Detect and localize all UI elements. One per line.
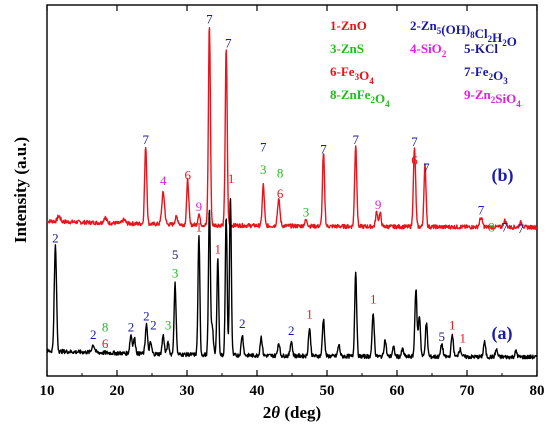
peak-label: 7 — [352, 132, 359, 147]
peak-label: 1 — [215, 242, 222, 257]
peak-label: 1 — [196, 219, 203, 234]
legend-entry: 4-SiO2 — [410, 41, 447, 59]
peak-label: 6 — [411, 153, 418, 168]
peak-label: 1 — [460, 331, 467, 346]
peak-label: 2 — [90, 327, 97, 342]
legend-entry: 6-Fe3O4 — [330, 64, 374, 86]
peak-label: 2 — [143, 308, 150, 323]
x-tick-label: 50 — [320, 383, 335, 399]
peak-label: 8 — [277, 166, 284, 181]
peak-label: 7 — [518, 221, 525, 236]
sample-label: (a) — [492, 323, 513, 344]
peak-label: 2 — [52, 230, 59, 245]
peak-label: 9 — [196, 199, 203, 214]
peak-label: 7 — [423, 160, 430, 175]
peak-label: 3 — [172, 266, 179, 281]
peak-label: 7 — [260, 140, 267, 155]
peak-label: 4 — [160, 173, 167, 188]
peak-label: 6 — [102, 336, 109, 351]
sample-labels: (b) (a) — [492, 165, 514, 344]
peak-label: 6 — [184, 167, 191, 182]
peak-label: 1 — [449, 318, 456, 333]
peak-label: 5 — [172, 247, 179, 262]
peak-label: 7 — [206, 12, 213, 27]
x-axis-title: 2θ (deg) — [263, 403, 321, 422]
peak-label: 1 — [306, 306, 313, 321]
peak-label: 7 — [142, 132, 149, 147]
x-tick-label: 20 — [110, 383, 125, 399]
legend-entry: 5-KCl — [464, 41, 498, 56]
y-axis-title: Intensity (a.u.) — [11, 137, 30, 243]
legend-entry: 2-Zn5(OH)8Cl2H2O — [410, 18, 517, 49]
peak-label: 2 — [128, 319, 135, 334]
x-tick-label: 40 — [250, 383, 265, 399]
peak-label: 2 — [288, 323, 295, 338]
legend-entry: 7-Fe2O3 — [464, 64, 508, 86]
peak-label: 1 — [228, 171, 235, 186]
legend: 1-ZnO 2-Zn5(OH)8Cl2H2O 3-ZnS 4-SiO2 5-KCl 6-F… — [330, 18, 521, 109]
peak-label: 3 — [260, 162, 267, 177]
peak-label: 3 — [165, 318, 172, 333]
plot-frame — [46, 4, 538, 377]
peak-label: 2 — [150, 318, 157, 333]
series-line — [46, 27, 538, 230]
peak-label: 8 — [102, 319, 109, 334]
x-tick-label: 70 — [460, 383, 475, 399]
peak-label: 7 — [320, 141, 327, 156]
x-tick-label: 30 — [180, 383, 195, 399]
legend-entry: 9-Zn2SiO4 — [464, 87, 521, 109]
peak-label: 5 — [439, 329, 446, 344]
peak-label: 7 — [478, 203, 485, 218]
x-tick-label: 10 — [40, 383, 55, 399]
legend-entry: 8-ZnFe2O4 — [330, 87, 390, 109]
peak-label: 9 — [375, 197, 382, 212]
peak-label: 8 — [488, 219, 495, 234]
peak-label: 2 — [239, 316, 246, 331]
sample-label: (b) — [492, 165, 514, 186]
peak-label: 6 — [277, 186, 284, 201]
legend-entry: 3-ZnS — [330, 41, 364, 56]
series-line — [46, 198, 538, 360]
legend-entry: 1-ZnO — [330, 18, 367, 33]
peak-label: 7 — [225, 36, 232, 51]
x-tick-label: 60 — [390, 383, 405, 399]
peak-label: 3 — [303, 204, 310, 219]
peak-label: 1 — [370, 292, 377, 307]
peak-label: 7 — [411, 134, 418, 149]
peak-label: 7 — [502, 219, 509, 234]
series-layer — [46, 27, 538, 360]
x-tick-label: 80 — [530, 383, 545, 399]
x-axis-ticks: 10 20 30 40 50 60 70 80 — [40, 5, 545, 399]
